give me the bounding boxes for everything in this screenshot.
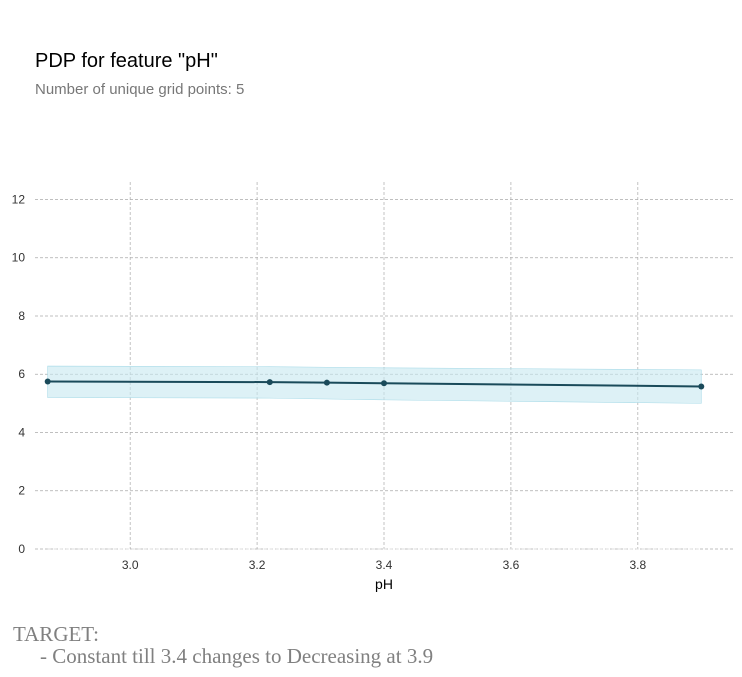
x-tick-label: 3.2 [249,558,266,572]
y-tick-label: 4 [18,425,25,439]
x-tick-label: 3.6 [503,558,520,572]
pdp-points [44,378,705,390]
y-tick-label: 0 [18,542,25,556]
chart-title: PDP for feature "pH" [35,50,218,72]
x-tick-label: 3.4 [376,558,393,572]
x-tick-label: 3.0 [122,558,139,572]
x-axis-label: pH [375,576,393,592]
y-tick-label: 12 [12,192,26,206]
data-point [266,379,273,386]
chart-subtitle: Number of unique grid points: 5 [35,81,245,98]
band-area [47,365,702,404]
pdp-chart: 0 2 4 6 8 10 12 3.0 3.2 3.4 3.6 3.8 pH [12,182,733,592]
data-point [698,383,705,390]
tick-labels: 0 2 4 6 8 10 12 3.0 3.2 3.4 3.6 3.8 [12,192,647,572]
data-point [381,380,387,387]
data-point [323,379,330,386]
y-tick-label: 2 [18,484,25,498]
grid-lines [35,182,733,550]
confidence-band [47,365,702,404]
y-tick-label: 6 [18,367,25,381]
y-tick-label: 8 [18,309,25,323]
target-description: - Constant till 3.4 changes to Decreasin… [40,644,434,668]
target-label: TARGET: [13,622,99,646]
x-tick-label: 3.8 [629,558,646,572]
y-tick-label: 10 [12,251,26,265]
data-point [44,378,51,385]
